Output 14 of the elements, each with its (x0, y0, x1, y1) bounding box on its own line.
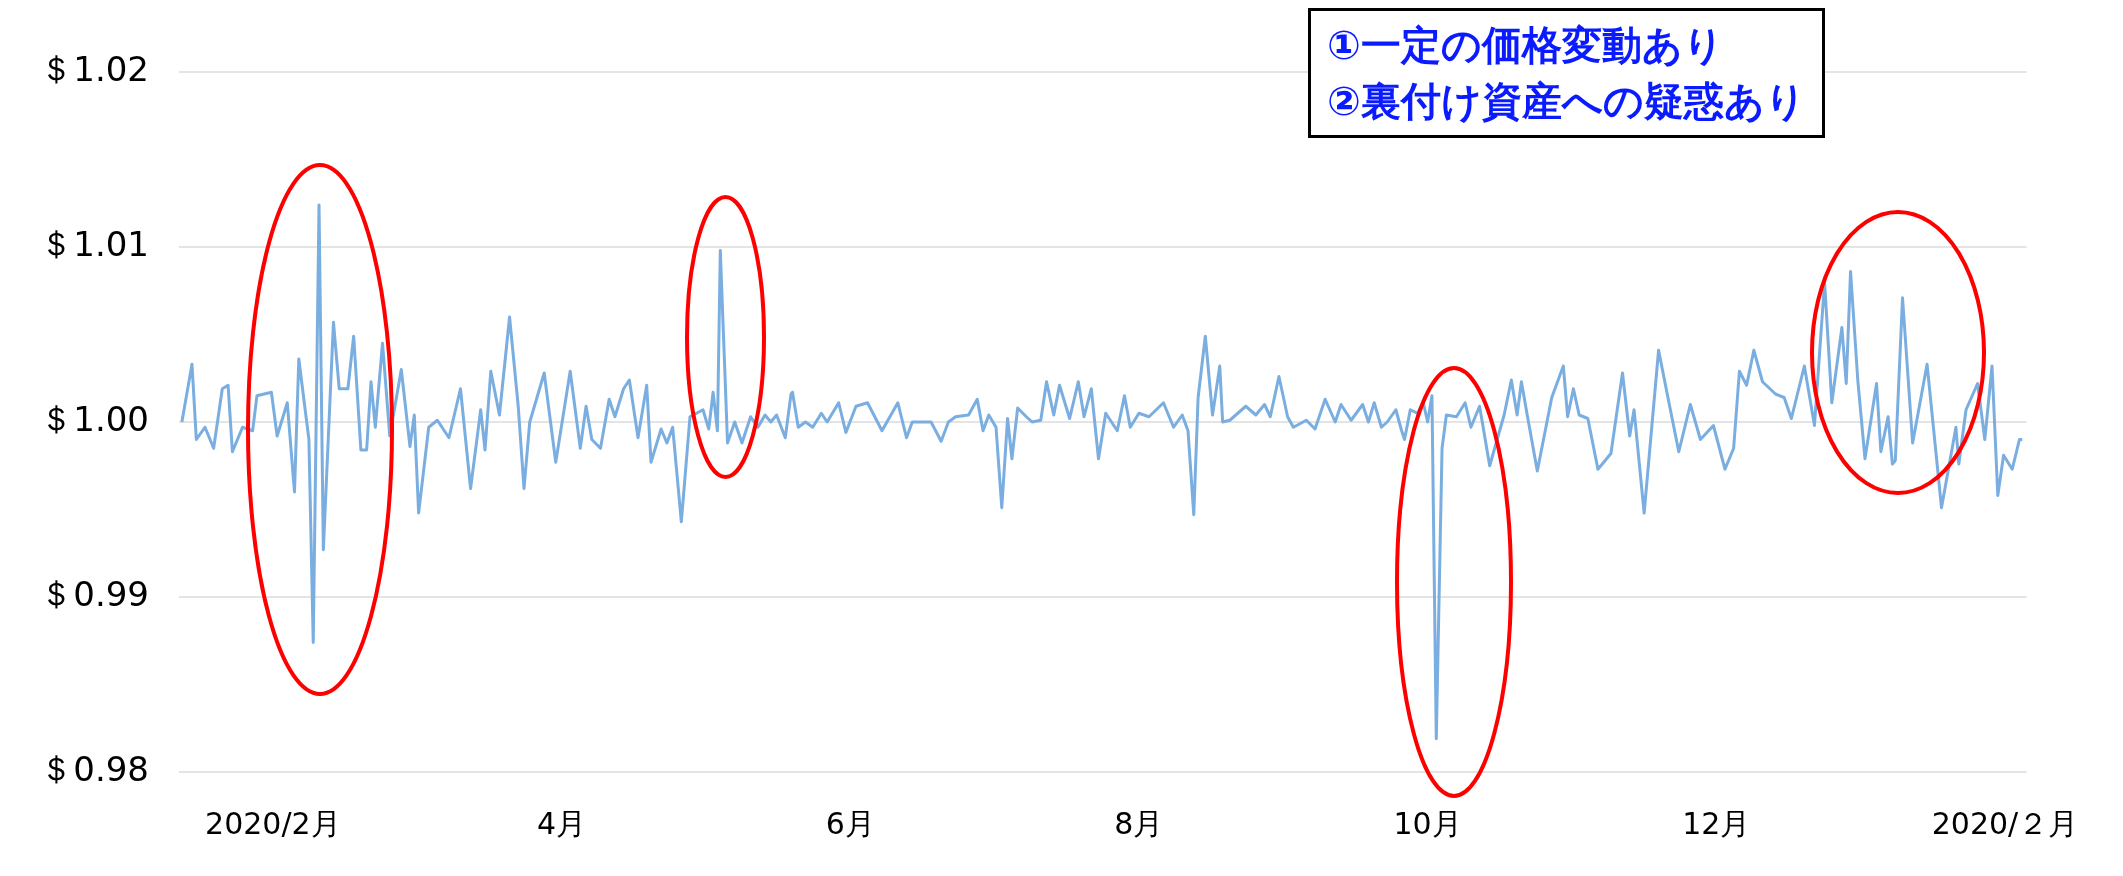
x-tick-label: 12月 (1682, 805, 1751, 841)
y-tick-label: ＄0.99 (39, 573, 149, 614)
y-tick-label: ＄1.01 (39, 223, 149, 264)
x-tick-label: 4月 (536, 805, 587, 841)
y-tick-label: ＄1.00 (39, 398, 149, 439)
text: ①一定の価格変動あり (1327, 21, 1725, 70)
annotation: ②裏付け資産への疑惑あり (1327, 77, 1806, 126)
x-tick-label: 2020/２月 (1931, 805, 2079, 841)
y-tick-label: ＄1.02 (39, 48, 149, 89)
y-tick-label: ＄0.98 (39, 748, 149, 789)
x-tick-label: 6月 (825, 805, 875, 841)
x-tick-label: 10月 (1393, 805, 1462, 841)
x-tick-label: 2020/2月 (205, 805, 341, 841)
x-tick-label: 8月 (1114, 805, 1164, 841)
